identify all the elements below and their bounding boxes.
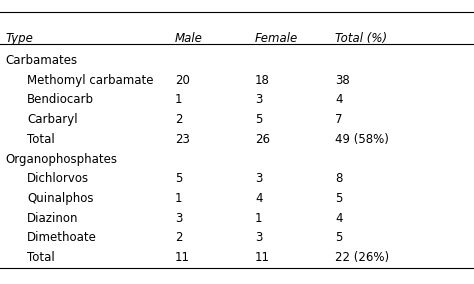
Text: 3: 3 — [255, 231, 263, 244]
Text: 8: 8 — [335, 172, 342, 185]
Text: 3: 3 — [175, 212, 182, 225]
Text: 26: 26 — [255, 133, 270, 146]
Text: Organophosphates: Organophosphates — [5, 153, 117, 166]
Text: 2: 2 — [175, 113, 182, 126]
Text: 1: 1 — [255, 212, 263, 225]
Text: 11: 11 — [175, 251, 190, 264]
Text: Total: Total — [27, 133, 55, 146]
Text: 5: 5 — [335, 231, 342, 244]
Text: 23: 23 — [175, 133, 190, 146]
Text: Diazinon: Diazinon — [27, 212, 79, 225]
Text: 3: 3 — [255, 172, 263, 185]
Text: Bendiocarb: Bendiocarb — [27, 93, 94, 106]
Text: Female: Female — [255, 32, 298, 45]
Text: 1: 1 — [175, 192, 182, 205]
Text: 5: 5 — [335, 192, 342, 205]
Text: 3: 3 — [255, 93, 263, 106]
Text: Male: Male — [175, 32, 203, 45]
Text: 4: 4 — [335, 212, 343, 225]
Text: Type: Type — [5, 32, 33, 45]
Text: Dimethoate: Dimethoate — [27, 231, 97, 244]
Text: Carbaryl: Carbaryl — [27, 113, 78, 126]
Text: 49 (58%): 49 (58%) — [335, 133, 389, 146]
Text: 11: 11 — [255, 251, 270, 264]
Text: Total: Total — [27, 251, 55, 264]
Text: 1: 1 — [175, 93, 182, 106]
Text: 22 (26%): 22 (26%) — [335, 251, 389, 264]
Text: 20: 20 — [175, 74, 190, 87]
Text: 18: 18 — [255, 74, 270, 87]
Text: 7: 7 — [335, 113, 343, 126]
Text: 2: 2 — [175, 231, 182, 244]
Text: 4: 4 — [255, 192, 263, 205]
Text: 38: 38 — [335, 74, 350, 87]
Text: 5: 5 — [255, 113, 263, 126]
Text: 5: 5 — [175, 172, 182, 185]
Text: 4: 4 — [335, 93, 343, 106]
Text: Dichlorvos: Dichlorvos — [27, 172, 89, 185]
Text: Total (%): Total (%) — [335, 32, 387, 45]
Text: Carbamates: Carbamates — [5, 54, 77, 67]
Text: Quinalphos: Quinalphos — [27, 192, 93, 205]
Text: Methomyl carbamate: Methomyl carbamate — [27, 74, 154, 87]
